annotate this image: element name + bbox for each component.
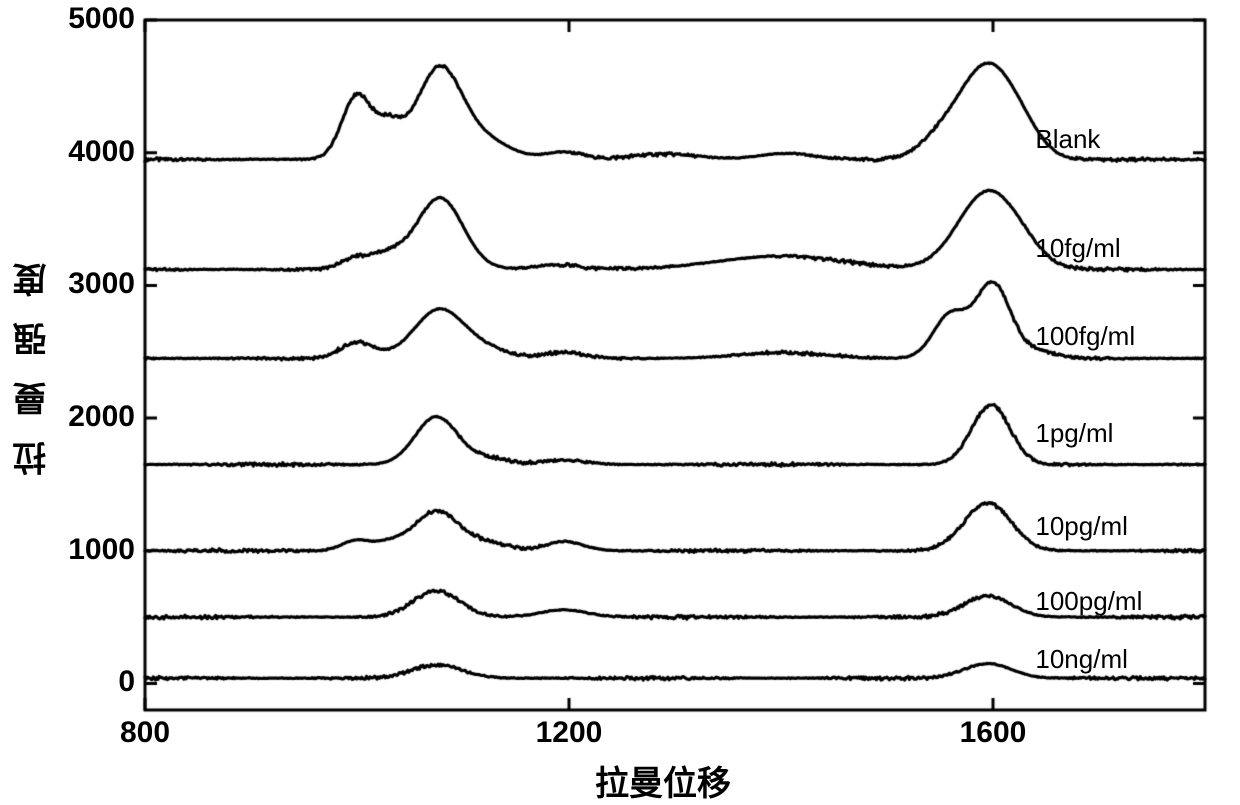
y-tick-label: 5000 <box>25 2 135 36</box>
x-axis-label: 拉曼位移 <box>595 756 731 805</box>
series-label: 10ng/ml <box>1035 644 1128 675</box>
raman-spectra-chart <box>0 0 1240 804</box>
x-tick-label: 800 <box>95 716 195 750</box>
series-label: Blank <box>1035 124 1100 155</box>
series-label: 10pg/ml <box>1035 511 1128 542</box>
x-tick-label: 1200 <box>519 716 619 750</box>
y-tick-label: 4000 <box>25 135 135 169</box>
y-tick-label: 0 <box>25 665 135 699</box>
series-label: 1pg/ml <box>1035 418 1113 449</box>
series-label: 10fg/ml <box>1035 233 1120 264</box>
y-tick-label: 1000 <box>25 533 135 567</box>
series-label: 100fg/ml <box>1035 321 1135 352</box>
x-tick-label: 1600 <box>943 716 1043 750</box>
y-axis-label: 拉 曼 强 度 <box>8 255 57 475</box>
chart-container: 010002000300040005000 80012001600 拉 曼 强 … <box>0 0 1240 804</box>
series-label: 100pg/ml <box>1035 586 1142 617</box>
